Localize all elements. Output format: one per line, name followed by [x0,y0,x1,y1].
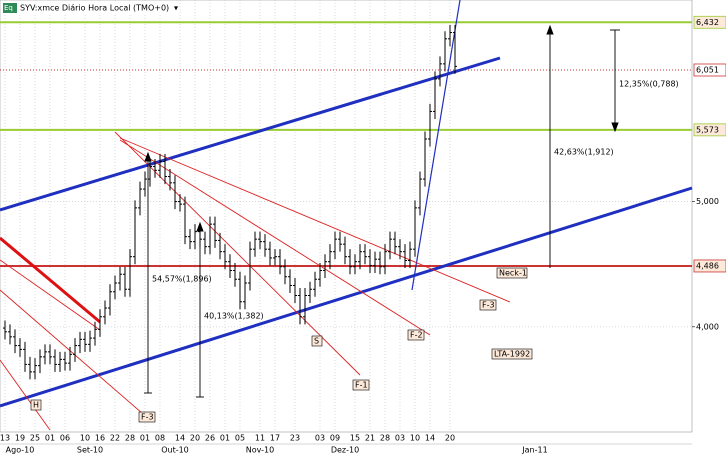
month-label: Out-10 [161,446,189,455]
x-tick-label: 14 [425,434,435,443]
x-tick-label: 22 [110,434,120,443]
x-tick-label: 19 [15,434,25,443]
steep-line [411,0,461,291]
annotation: S [314,337,319,346]
level-box [693,15,726,29]
annotation: H [33,401,39,410]
month-label: Ago-10 [6,446,35,455]
fan-2 [119,139,431,336]
x-tick-label: 15 [350,434,360,443]
annotation: F-2 [410,331,423,340]
annotation: 54,57%(1,896) [152,275,212,284]
x-tick-label: 28 [125,434,135,443]
x-tick-label: 10 [80,434,90,443]
label-box [407,329,425,341]
x-tick-label: 08 [155,434,165,443]
level-box [693,259,726,273]
x-tick-label: 11 [255,434,265,443]
x-tick-label: 25 [30,434,40,443]
fan-3 [119,137,511,303]
x-tick-label: 01 [45,434,55,443]
grid [0,0,692,432]
label-box [479,299,497,311]
label-box [138,411,156,423]
month-label: Nov-10 [246,446,274,455]
x-tick-label: 10 [410,434,420,443]
label-box [491,348,533,360]
x-tick-label: 23 [290,434,300,443]
plot-area [0,0,693,433]
level-label: 6,432 [696,18,719,27]
title-bg [2,2,170,14]
red-thick [0,236,101,324]
icon: Eq [4,4,13,12]
y-tick-label: 4,000 [696,322,719,331]
x-tick-label: 17 [270,434,280,443]
arrow-head [546,24,554,35]
x-tick-label: 21 [365,434,375,443]
level-label: 5,573 [696,125,719,134]
month-label: Jan-11 [521,446,547,455]
annotation: F-3 [482,301,495,310]
x-tick-label: 09 [330,434,340,443]
level-box [693,123,726,137]
x-tick-label: 05 [235,434,245,443]
annotation: Neck-1 [499,269,527,278]
arrows [144,24,620,398]
x-tick-label: 20 [190,434,200,443]
x-tick-label: 28 [380,434,390,443]
x-tick-label: 16 [95,434,105,443]
fan-1 [114,131,361,376]
price-bars [3,25,457,380]
x-tick-label: 03 [395,434,405,443]
levels [0,21,692,267]
y-tick-label: 5,000 [696,197,719,206]
annotation: 42,63%(1,912) [554,148,614,157]
annotation: 12,35%(0,788) [619,80,679,89]
x-tick-label: 06 [60,434,70,443]
annotation: F-1 [355,381,368,390]
month-label: Set-10 [77,446,103,455]
arrow-head [611,122,619,133]
label-box [311,335,323,347]
annotation: 40,13%(1,382) [204,312,264,321]
chart-title: SYV:xmce Diário Hora Local (TMO+0) [20,4,169,13]
level-label: 6,051 [696,65,719,74]
level-label: 4,486 [696,261,719,270]
level-box [693,63,726,77]
channel-top [0,56,501,212]
annotation: F-3 [141,413,154,422]
annotation: LTA-1992 [494,350,530,359]
channel-bottom [0,186,693,408]
month-label: Dez-10 [331,446,359,455]
icon-bg [3,3,17,13]
label-box [30,399,42,411]
x-tick-label: 01 [220,434,230,443]
fan-5 [0,359,51,431]
x-tick-label: 14 [175,434,185,443]
fan-6 [0,259,101,331]
x-tick-label: 01 [140,434,150,443]
x-tick-label: 26 [205,434,215,443]
arrow-head [144,151,152,162]
x-tick-label: 03 [315,434,325,443]
label-box [496,267,528,279]
x-tick-label: 13 [0,434,10,443]
dropdown[interactable]: ▾ [174,4,178,13]
trend-lines [0,0,693,431]
label-box [352,379,370,391]
x-tick-label: 20 [445,434,455,443]
